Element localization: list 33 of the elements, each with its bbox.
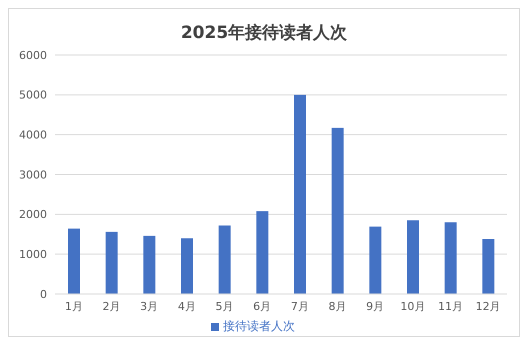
y-tick-label: 6000 [19,48,47,62]
x-tick-label: 5月 [216,300,234,313]
bar [444,222,457,294]
y-tick-label: 1000 [19,248,47,262]
legend-label: 接待读者人次 [223,319,295,333]
x-tick-label: 7月 [290,300,309,313]
bar [68,228,80,294]
x-tick-label: 11月 [438,300,463,313]
bar [332,128,344,294]
x-tick-label: 9月 [366,300,384,313]
x-tick-label: 3月 [140,300,158,313]
chart-title: 2025年接待读者人次 [180,22,348,45]
bar [218,225,231,294]
x-tick-label: 2月 [102,300,120,313]
bar [106,232,118,294]
bar [256,211,268,294]
x-tick-label: 12月 [476,300,501,313]
bar [294,94,306,294]
x-tick-label: 10月 [400,300,426,313]
y-tick-label: 3000 [19,168,47,182]
y-tick-label: 0 [40,288,47,301]
bar [407,220,419,294]
x-tick-label: 6月 [253,300,272,313]
y-tick-label: 2000 [19,208,47,222]
bar [143,236,156,294]
x-tick-label: 8月 [328,300,346,313]
bar [482,239,494,294]
bar [369,226,382,294]
y-tick-label: 4000 [19,128,47,142]
x-tick-label: 4月 [178,300,196,313]
bar [181,238,193,294]
x-tick-label: 1月 [64,300,83,313]
y-tick-label: 5000 [19,88,47,102]
